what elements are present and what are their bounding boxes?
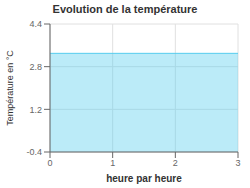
html-text:Evolution de la température: Evolution de la température — [52, 3, 198, 15]
svg-text:4.4: 4.4 — [29, 19, 42, 29]
svg-text:1.2: 1.2 — [29, 105, 42, 115]
svg-text:heure par heure: heure par heure — [106, 173, 182, 184]
svg-text:1: 1 — [110, 158, 115, 168]
svg-text:2.8: 2.8 — [29, 62, 42, 72]
svg-text:0: 0 — [47, 158, 52, 168]
svg-text:3: 3 — [235, 158, 240, 168]
svg-text:2: 2 — [173, 158, 178, 168]
svg-text:-0.4: -0.4 — [26, 147, 42, 157]
svg-text:Température en °C: Température en °C — [8, 50, 15, 126]
